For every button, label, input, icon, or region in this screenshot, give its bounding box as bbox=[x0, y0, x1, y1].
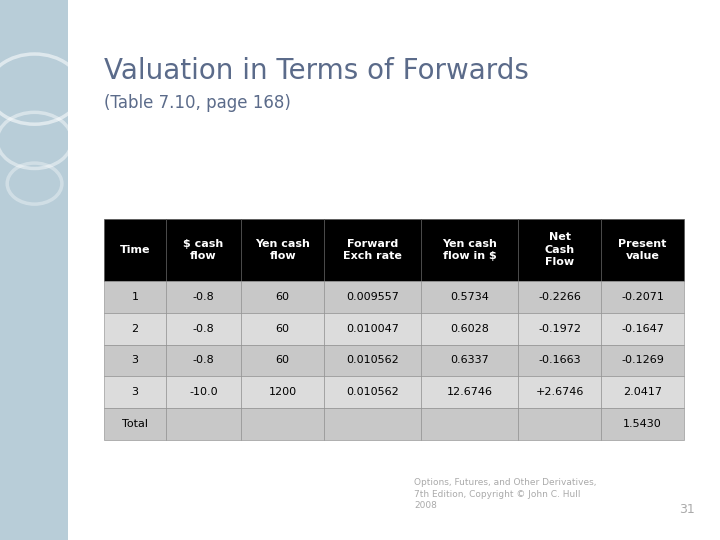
Text: (Table 7.10, page 168): (Table 7.10, page 168) bbox=[104, 94, 292, 112]
Bar bbox=[601, 281, 684, 313]
Bar bbox=[518, 313, 601, 345]
Text: 31: 31 bbox=[679, 503, 695, 516]
Text: 12.6746: 12.6746 bbox=[447, 387, 492, 397]
Bar bbox=[166, 313, 241, 345]
Text: -0.1663: -0.1663 bbox=[539, 355, 581, 366]
Bar bbox=[324, 219, 421, 281]
Bar bbox=[324, 376, 421, 408]
Bar bbox=[166, 219, 241, 281]
Text: Options, Futures, and Other Derivatives,
7th Edition, Copyright © John C. Hull
2: Options, Futures, and Other Derivatives,… bbox=[414, 478, 596, 510]
Bar bbox=[421, 313, 518, 345]
Text: 0.010562: 0.010562 bbox=[346, 387, 399, 397]
Bar bbox=[518, 219, 601, 281]
Bar bbox=[104, 219, 166, 281]
Text: 3: 3 bbox=[132, 355, 138, 366]
Bar bbox=[324, 408, 421, 440]
Text: -0.2071: -0.2071 bbox=[621, 292, 664, 302]
Bar bbox=[518, 408, 601, 440]
Bar bbox=[241, 376, 324, 408]
Text: -10.0: -10.0 bbox=[189, 387, 217, 397]
Bar bbox=[241, 281, 324, 313]
Text: 0.6337: 0.6337 bbox=[451, 355, 489, 366]
Text: Total: Total bbox=[122, 419, 148, 429]
Text: -0.1269: -0.1269 bbox=[621, 355, 664, 366]
Bar bbox=[601, 345, 684, 376]
Bar bbox=[518, 281, 601, 313]
Text: -0.2266: -0.2266 bbox=[539, 292, 581, 302]
Bar bbox=[421, 376, 518, 408]
Text: Forward
Exch rate: Forward Exch rate bbox=[343, 239, 402, 261]
Text: -0.1972: -0.1972 bbox=[539, 323, 581, 334]
Bar bbox=[518, 345, 601, 376]
Bar bbox=[324, 345, 421, 376]
Text: 0.010562: 0.010562 bbox=[346, 355, 399, 366]
Bar bbox=[601, 219, 684, 281]
Text: 1.5430: 1.5430 bbox=[624, 419, 662, 429]
Bar bbox=[166, 281, 241, 313]
Text: 3: 3 bbox=[132, 387, 138, 397]
Bar bbox=[104, 313, 166, 345]
Text: Time: Time bbox=[120, 245, 150, 255]
Bar bbox=[421, 408, 518, 440]
Text: -0.8: -0.8 bbox=[192, 323, 215, 334]
Text: -0.8: -0.8 bbox=[192, 292, 215, 302]
Bar bbox=[241, 313, 324, 345]
Text: -0.1647: -0.1647 bbox=[621, 323, 664, 334]
Bar bbox=[166, 408, 241, 440]
Bar bbox=[518, 376, 601, 408]
Text: Valuation in Terms of Forwards: Valuation in Terms of Forwards bbox=[104, 57, 529, 85]
Text: 1200: 1200 bbox=[269, 387, 297, 397]
Bar bbox=[324, 281, 421, 313]
Bar bbox=[104, 281, 166, 313]
Bar bbox=[421, 345, 518, 376]
Text: $ cash
flow: $ cash flow bbox=[184, 239, 223, 261]
Bar bbox=[104, 345, 166, 376]
Bar bbox=[601, 313, 684, 345]
Text: 0.010047: 0.010047 bbox=[346, 323, 399, 334]
Bar bbox=[601, 408, 684, 440]
Text: Yen cash
flow: Yen cash flow bbox=[255, 239, 310, 261]
Text: 2: 2 bbox=[132, 323, 138, 334]
Bar bbox=[241, 345, 324, 376]
Bar bbox=[166, 376, 241, 408]
Bar bbox=[601, 376, 684, 408]
Text: 1: 1 bbox=[132, 292, 138, 302]
Bar bbox=[324, 313, 421, 345]
Text: 2.0417: 2.0417 bbox=[623, 387, 662, 397]
Bar bbox=[421, 219, 518, 281]
Text: 0.6028: 0.6028 bbox=[451, 323, 489, 334]
Bar bbox=[0, 0, 68, 540]
Text: 60: 60 bbox=[276, 292, 289, 302]
Bar bbox=[166, 345, 241, 376]
Bar bbox=[104, 408, 166, 440]
Bar bbox=[104, 376, 166, 408]
Text: 60: 60 bbox=[276, 323, 289, 334]
Bar bbox=[421, 281, 518, 313]
Text: Present
value: Present value bbox=[618, 239, 667, 261]
Text: -0.8: -0.8 bbox=[192, 355, 215, 366]
Text: Net
Cash
Flow: Net Cash Flow bbox=[545, 232, 575, 267]
Text: +2.6746: +2.6746 bbox=[536, 387, 584, 397]
Text: Yen cash
flow in $: Yen cash flow in $ bbox=[442, 239, 498, 261]
Bar bbox=[241, 219, 324, 281]
Text: 60: 60 bbox=[276, 355, 289, 366]
Bar bbox=[241, 408, 324, 440]
Text: 0.5734: 0.5734 bbox=[451, 292, 489, 302]
Text: 0.009557: 0.009557 bbox=[346, 292, 399, 302]
